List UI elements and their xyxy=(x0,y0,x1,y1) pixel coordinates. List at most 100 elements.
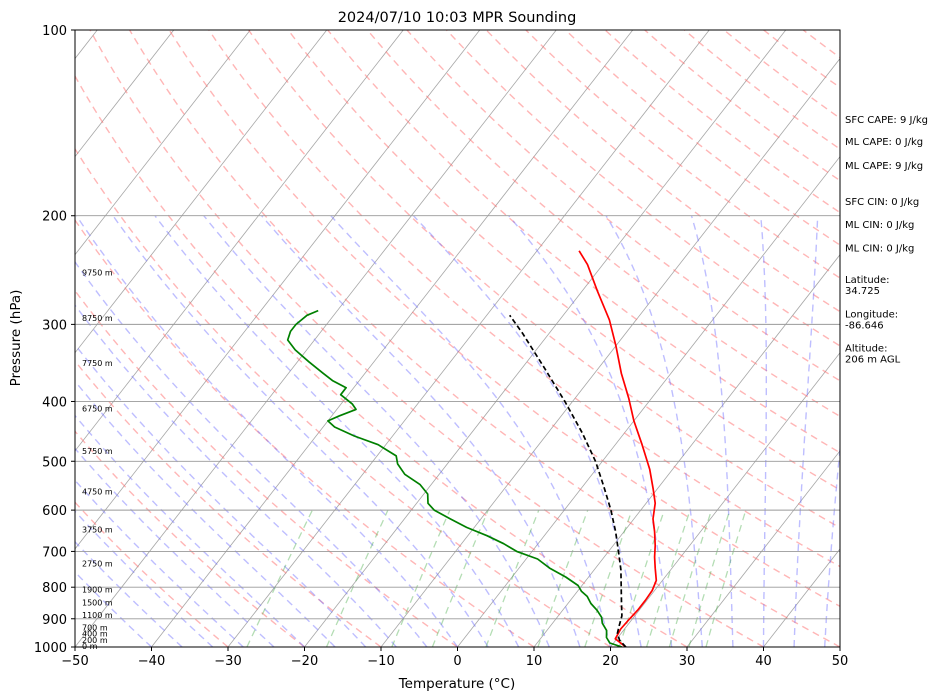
isotherm-line xyxy=(75,30,328,354)
stat-text: SFC CIN: 0 J/kg xyxy=(845,197,919,208)
chart-title: 2024/07/10 10:03 MPR Sounding xyxy=(338,10,577,26)
dry-adiabat-line xyxy=(366,30,840,418)
x-tick-label: −20 xyxy=(291,654,318,669)
stat-text: ML CIN: 0 J/kg xyxy=(845,220,914,231)
x-tick-label: 20 xyxy=(602,654,619,669)
dry-adiabat-line xyxy=(208,30,840,568)
height-label: 2750 m xyxy=(82,559,113,568)
isotherm-line xyxy=(304,30,787,647)
x-tick-label: 40 xyxy=(755,654,772,669)
dewpoint-trace xyxy=(286,309,623,647)
dry-adiabat-line xyxy=(168,30,840,608)
height-label: 400 m xyxy=(82,630,108,639)
stat-text: 34.725 xyxy=(845,286,880,297)
dry-adiabat-line xyxy=(247,30,840,529)
stat-text: -86.646 xyxy=(845,320,884,331)
isotherm-line xyxy=(686,450,840,647)
y-tick-label: 200 xyxy=(42,210,67,225)
isotherm-line xyxy=(457,155,840,647)
stat-text: Latitude: xyxy=(845,275,890,286)
dry-adiabat-line xyxy=(525,30,840,279)
moist-adiabat-line xyxy=(75,260,428,647)
mixing-ratio-line xyxy=(325,509,389,647)
height-label: 3750 m xyxy=(82,526,113,535)
stat-text: SFC CAPE: 9 J/kg xyxy=(845,115,928,126)
dry-adiabat-line xyxy=(406,30,840,382)
dry-adiabat-line xyxy=(75,147,611,647)
dry-adiabat-line xyxy=(604,30,840,214)
isotherm-line xyxy=(151,30,634,647)
x-tick-label: −10 xyxy=(367,654,394,669)
x-tick-label: −30 xyxy=(214,654,241,669)
dry-adiabat-line xyxy=(327,30,840,454)
y-tick-label: 700 xyxy=(42,545,67,560)
dry-adiabat-line xyxy=(75,430,305,647)
mixing-ratio-line xyxy=(391,509,451,647)
isotherm-line xyxy=(610,352,840,647)
height-label: 1500 m xyxy=(82,598,113,607)
x-tick-label: 10 xyxy=(526,654,543,669)
x-tick-label: −50 xyxy=(61,654,88,669)
sounding-traces xyxy=(286,250,658,647)
height-label: 700 m xyxy=(82,623,108,632)
dry-adiabat-line xyxy=(446,30,840,347)
dry-adiabat-line xyxy=(485,30,840,313)
dry-adiabat-line xyxy=(75,74,688,647)
height-label: 1900 m xyxy=(82,586,113,595)
dry-adiabat-line xyxy=(89,30,764,647)
x-axis-label: Temperature (°C) xyxy=(398,676,516,692)
height-label: 7750 m xyxy=(82,359,113,368)
isotherm-line xyxy=(533,254,840,647)
height-label: 200 m xyxy=(82,636,108,645)
moist-adiabat-line xyxy=(412,215,642,647)
stat-text: ML CIN: 0 J/kg xyxy=(845,243,914,254)
mixing-ratio-line xyxy=(537,509,589,647)
isotherm-line xyxy=(75,30,175,158)
height-label: 1100 m xyxy=(82,611,113,620)
y-tick-label: 500 xyxy=(42,455,67,470)
height-label: 9750 m xyxy=(82,268,113,277)
y-tick-label: 800 xyxy=(42,581,67,596)
sounding-stats: SFC CAPE: 9 J/kg ML CAPE: 0 J/kg ML CAPE: … xyxy=(845,115,928,365)
parcel-path-trace xyxy=(509,314,627,647)
x-tick-label: 30 xyxy=(679,654,696,669)
stat-text: 206 m AGL xyxy=(845,354,901,365)
y-axis-label: Pressure (hPa) xyxy=(8,290,24,387)
dry-adiabat-line xyxy=(683,30,840,150)
height-label: 5750 m xyxy=(82,447,113,456)
y-tick-label: 300 xyxy=(42,318,67,333)
mixing-ratio-line xyxy=(246,509,313,647)
stat-text: ML CAPE: 9 J/kg xyxy=(845,161,923,172)
height-label: 4750 m xyxy=(82,488,113,497)
x-tick-label: 50 xyxy=(832,654,849,669)
isotherm-line xyxy=(75,30,251,256)
temperature-trace xyxy=(578,250,658,647)
y-axis-ticks: 1000 900 800 700 600 500 400 300 200 100 xyxy=(34,24,75,656)
y-tick-label: 600 xyxy=(42,504,67,519)
y-tick-label: 900 xyxy=(42,613,67,628)
x-tick-label: 0 xyxy=(453,654,461,669)
isotherm-line xyxy=(75,30,404,452)
y-tick-label: 1000 xyxy=(34,641,67,656)
dry-adiabat-line xyxy=(128,30,840,647)
y-tick-label: 100 xyxy=(42,24,67,39)
dry-adiabat-line xyxy=(75,218,535,647)
isotherm-line xyxy=(380,57,840,647)
stat-text: ML CAPE: 0 J/kg xyxy=(845,137,923,148)
stat-text: Longitude: xyxy=(845,309,898,320)
x-axis-ticks: −50 −40 −30 −20 −10 0 10 20 30 40 50 xyxy=(61,647,848,669)
isotherm-line xyxy=(75,30,481,550)
height-label: 8750 m xyxy=(82,314,113,323)
mixing-ratio-line xyxy=(485,509,540,647)
y-tick-label: 400 xyxy=(42,395,67,410)
isotherm-line xyxy=(75,30,557,647)
dry-adiabat-line xyxy=(75,289,458,647)
background-lines xyxy=(75,30,840,647)
pressure-gridlines xyxy=(75,215,840,620)
moist-adiabat-line xyxy=(154,215,520,647)
mixing-ratio-line xyxy=(584,509,633,647)
height-label: 6750 m xyxy=(82,404,113,413)
isotherm-line xyxy=(227,30,710,647)
